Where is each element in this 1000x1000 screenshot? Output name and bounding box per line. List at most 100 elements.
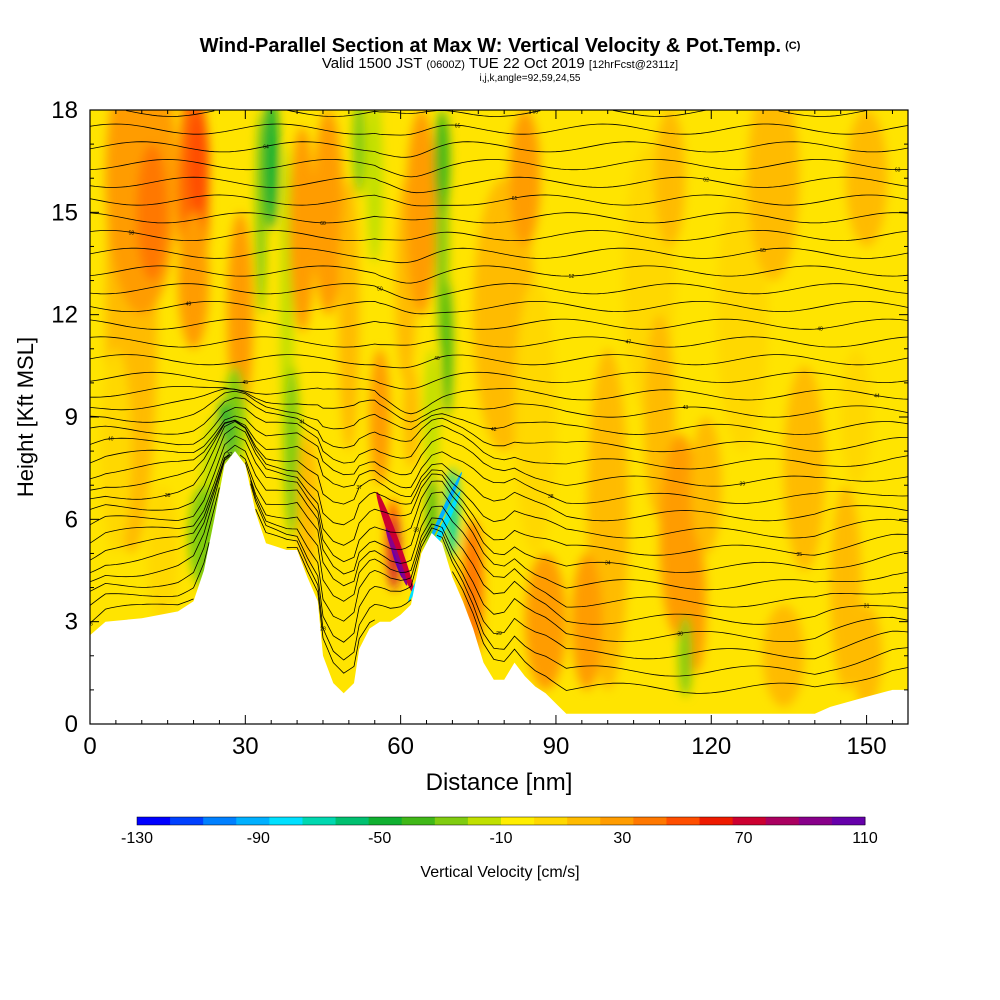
theta-contours: 26 28 29 30 31 32 33 34 35 36 37 38 39 40 41 42 43 44 45 46… [87, 110, 908, 694]
theta-contour-line [90, 336, 908, 348]
theta-contour-line [90, 454, 908, 625]
colorbar-swatch [269, 817, 303, 825]
x-tick-label: 120 [691, 733, 731, 760]
y-tick-label: 12 [51, 302, 78, 329]
colorbar-swatch [600, 817, 634, 825]
velocity-cell [845, 110, 888, 247]
colorbar-swatch [798, 817, 833, 825]
colorbar-tick-label: 110 [852, 830, 878, 847]
theta-contour-line [90, 123, 908, 136]
theta-contour-line [90, 455, 908, 643]
x-axis-label: Distance [nm] [426, 769, 573, 796]
colorbar-swatch [467, 817, 502, 825]
theta-contour-line [90, 421, 908, 539]
x-tick-label: 30 [232, 733, 259, 760]
velocity-cell [524, 553, 567, 690]
colorbar-swatch [137, 817, 171, 825]
y-axis-label: Height [Kft MSL] [13, 337, 38, 497]
x-tick-label: 150 [847, 733, 887, 760]
velocity-cell [369, 348, 391, 486]
theta-contour-line [90, 141, 908, 158]
theta-contour-label: 31 [864, 604, 870, 610]
theta-contour-label: 58 [129, 230, 135, 236]
velocity-cell [146, 485, 179, 622]
theta-contour-label: 26 [87, 621, 93, 627]
colorbar-tick-label: -10 [489, 830, 512, 847]
theta-contour-line [90, 247, 908, 264]
velocity-cell [509, 110, 541, 247]
velocity-cell [366, 110, 383, 264]
theta-contour-label: 33 [413, 527, 419, 533]
colorbar-swatch [236, 817, 270, 825]
theta-contour-label: 62 [703, 177, 709, 183]
theta-contour-line [90, 444, 908, 591]
velocity-features [100, 110, 888, 707]
colorbar-swatch [170, 817, 204, 825]
colorbar-swatch [831, 817, 866, 825]
velocity-cell [851, 604, 883, 707]
theta-contour-label: 42 [491, 427, 497, 433]
theta-contour-line [90, 371, 908, 390]
colorbar-frame [136, 816, 866, 826]
velocity-core [376, 491, 415, 595]
theta-contour-line [90, 354, 908, 369]
velocity-cell [840, 348, 872, 486]
velocity-cell [100, 348, 132, 554]
theta-contour-line [90, 176, 908, 194]
theta-contour-line [90, 420, 908, 522]
chart-title: Wind-Parallel Section at Max W: Vertical… [199, 35, 801, 57]
y-tick-label: 0 [65, 711, 78, 738]
theta-contour-label: 38 [548, 494, 554, 500]
chart-subtitle: Valid 1500 JST (0600Z) TUE 22 Oct 2019 [… [321, 55, 679, 72]
velocity-cell [514, 280, 556, 554]
velocity-cell [136, 144, 168, 281]
theta-contour-line [90, 435, 908, 573]
colorbar-tick-label: -50 [368, 830, 391, 847]
y-tick-label: 18 [51, 97, 78, 124]
theta-contour-line [90, 509, 908, 677]
colorbar-tick-label: 30 [613, 830, 631, 847]
velocity-cell [434, 110, 450, 213]
colorbar-swatch [203, 817, 237, 825]
velocity-cell [178, 212, 210, 349]
theta-contour-label: 28 [320, 626, 326, 632]
theta-contour-line [90, 390, 908, 435]
theta-contour-line [90, 229, 908, 241]
terrain [90, 451, 908, 724]
velocity-core [385, 527, 408, 586]
colorbar: -130 -90 -50 -10 30 70 110 [121, 816, 878, 847]
colorbar-tick-label: -90 [247, 830, 270, 847]
theta-contour-label: 49 [186, 301, 192, 307]
velocity-cell [678, 614, 693, 697]
y-tick-label: 9 [65, 404, 78, 431]
theta-contour-label: 32 [227, 452, 233, 458]
theta-contour-label: 55 [760, 248, 766, 254]
velocity-cell [227, 212, 254, 417]
theta-contour-label: 66 [532, 110, 538, 116]
colorbar-swatch [401, 817, 436, 825]
theta-contour-line [90, 300, 908, 315]
y-tick-label: 6 [65, 506, 78, 533]
velocity-cell [297, 434, 318, 571]
velocity-core [391, 549, 403, 579]
theta-contour-label: 41 [299, 420, 305, 426]
colorbar-swatch [765, 817, 800, 825]
theta-contour-label: 40 [108, 437, 114, 443]
theta-contour-line [90, 426, 908, 556]
velocity-cell [442, 280, 453, 417]
theta-contour-line [90, 386, 908, 415]
velocity-cell [405, 110, 437, 315]
velocity-cell [654, 110, 686, 247]
theta-contour-line [90, 159, 908, 178]
colorbar-tick-label: 70 [735, 830, 753, 847]
colorbar-swatch [534, 817, 568, 825]
theta-contour-label: 52 [569, 274, 575, 280]
theta-contour-label: 37 [356, 485, 362, 491]
velocity-cell [312, 110, 344, 315]
plot-area: 26 28 29 30 31 32 33 34 35 36 37 38 39 40 41 42 43 44 45 46… [87, 110, 908, 724]
theta-contour-line [90, 388, 908, 423]
colorbar-label: Vertical Velocity [cm/s] [420, 864, 580, 881]
colorbar-swatch [732, 817, 767, 825]
x-tick-label: 90 [543, 733, 570, 760]
